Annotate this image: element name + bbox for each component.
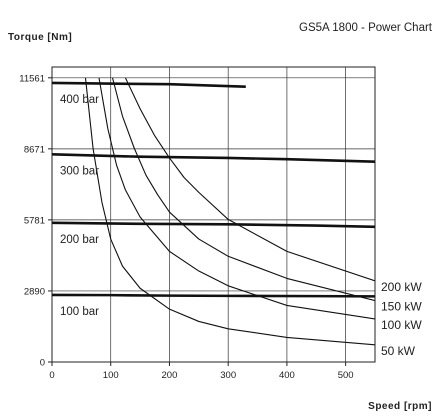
pressure-label-200-bar: 200 bar	[60, 234, 99, 246]
y-tick-label: 8671	[24, 144, 45, 155]
chart-title: GS5A 1800 - Power Chart	[299, 22, 433, 34]
power-label-50-kw: 50 kW	[381, 344, 416, 358]
x-tick-label: 200	[162, 370, 178, 381]
y-tick-label: 11561	[19, 73, 45, 84]
power-curve-200-kw	[124, 77, 375, 282]
pressure-label-100-bar: 100 bar	[60, 306, 99, 318]
x-axis-label: Speed [rpm]	[368, 401, 432, 412]
power-label-200-kw: 200 kW	[381, 280, 422, 294]
x-tick-label: 0	[49, 370, 54, 381]
x-tick-label: 400	[279, 370, 295, 381]
y-tick-label: 5781	[24, 215, 45, 226]
power-label-150-kw: 150 kW	[381, 300, 422, 314]
x-tick-label: 500	[338, 370, 354, 381]
grid-layer	[51, 67, 375, 363]
tick-layer: 0 100 200 300 400 500 0 2890 5781 8671 11561	[19, 73, 353, 381]
y-tick-label: 0	[40, 358, 45, 369]
x-tick-label: 300	[220, 370, 236, 381]
plot-frame	[51, 66, 376, 363]
y-axis-label: Torque [Nm]	[8, 32, 72, 43]
power-curve-100-kw	[98, 77, 375, 320]
pressure-curve-400-bar	[51, 81, 246, 88]
label-layer: 400 bar 300 bar 200 bar 100 bar 50 kW 100 kW 1…	[60, 94, 422, 358]
pressure-curve-300-bar	[51, 152, 376, 163]
pressure-label-300-bar: 300 bar	[60, 165, 99, 177]
y-tick-label: 2890	[24, 286, 45, 297]
pressure-label-400-bar: 400 bar	[60, 94, 99, 106]
x-tick-label: 100	[103, 370, 119, 381]
series-layer	[51, 77, 376, 346]
power-curve-150-kw	[111, 77, 375, 302]
pressure-curve-100-bar	[51, 293, 376, 298]
power-label-100-kw: 100 kW	[381, 318, 422, 332]
pressure-curve-200-bar	[51, 221, 376, 229]
power-curve-50-kw	[84, 77, 375, 346]
